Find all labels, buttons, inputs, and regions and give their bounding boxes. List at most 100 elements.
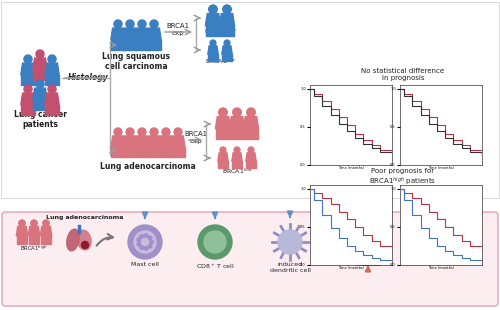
Polygon shape: [220, 26, 226, 36]
Circle shape: [138, 128, 146, 136]
Polygon shape: [222, 46, 232, 54]
Circle shape: [278, 230, 302, 254]
Circle shape: [150, 128, 158, 136]
Polygon shape: [244, 129, 250, 140]
Polygon shape: [224, 129, 230, 140]
Polygon shape: [206, 14, 220, 26]
X-axis label: Time (months): Time (months): [428, 166, 454, 170]
Circle shape: [137, 242, 140, 246]
Text: BRCA1
exp: BRCA1 exp: [166, 23, 190, 36]
Polygon shape: [40, 236, 46, 244]
Text: Lung adenocarcinoma: Lung adenocarcinoma: [100, 162, 196, 171]
Polygon shape: [118, 40, 125, 50]
Polygon shape: [214, 54, 218, 61]
Polygon shape: [154, 147, 160, 157]
Polygon shape: [40, 70, 47, 80]
Polygon shape: [33, 88, 47, 100]
X-axis label: Time (months): Time (months): [428, 266, 454, 270]
Polygon shape: [28, 105, 35, 115]
Polygon shape: [130, 147, 136, 157]
Circle shape: [140, 235, 143, 238]
Polygon shape: [21, 63, 35, 75]
Ellipse shape: [66, 229, 80, 251]
Polygon shape: [147, 28, 161, 40]
Text: Histology: Histology: [68, 73, 108, 82]
Polygon shape: [123, 40, 130, 50]
Circle shape: [126, 20, 134, 28]
Text: No statistical difference
in prognosis: No statistical difference in prognosis: [362, 68, 444, 81]
Polygon shape: [136, 147, 141, 157]
Circle shape: [218, 108, 228, 117]
Text: Lung cancer
patients: Lung cancer patients: [14, 110, 66, 129]
Polygon shape: [216, 129, 222, 140]
Polygon shape: [238, 161, 242, 168]
Polygon shape: [45, 75, 52, 85]
Polygon shape: [111, 28, 125, 40]
Circle shape: [208, 5, 218, 14]
Circle shape: [351, 225, 385, 259]
Polygon shape: [206, 26, 212, 36]
Circle shape: [48, 55, 56, 63]
Polygon shape: [135, 40, 141, 50]
Circle shape: [174, 128, 182, 136]
Polygon shape: [124, 147, 130, 157]
Polygon shape: [218, 161, 222, 168]
Circle shape: [114, 128, 122, 136]
Polygon shape: [28, 75, 35, 85]
Polygon shape: [33, 100, 40, 110]
FancyBboxPatch shape: [1, 2, 499, 198]
Circle shape: [148, 244, 152, 248]
Polygon shape: [160, 147, 166, 157]
X-axis label: Time (months): Time (months): [338, 166, 364, 170]
Circle shape: [210, 40, 216, 46]
Polygon shape: [28, 236, 34, 244]
Polygon shape: [159, 136, 173, 147]
Text: BRCA1$^{low}$: BRCA1$^{low}$: [222, 167, 252, 176]
Polygon shape: [222, 54, 226, 61]
Polygon shape: [218, 153, 228, 161]
Circle shape: [48, 85, 56, 93]
Circle shape: [246, 108, 256, 117]
Circle shape: [144, 234, 148, 237]
Polygon shape: [21, 93, 35, 105]
Circle shape: [198, 225, 232, 259]
Text: Lung adenocarcinoma: Lung adenocarcinoma: [46, 215, 124, 220]
Circle shape: [137, 238, 140, 241]
Polygon shape: [40, 227, 52, 236]
Circle shape: [36, 80, 44, 88]
Text: Poor prognosis for
BRCA1$^{high}$ patients: Poor prognosis for BRCA1$^{high}$ patien…: [370, 168, 436, 188]
Polygon shape: [148, 147, 154, 157]
Circle shape: [148, 236, 152, 240]
Polygon shape: [238, 129, 244, 140]
Polygon shape: [111, 136, 125, 147]
Polygon shape: [246, 161, 250, 168]
Text: BRCA1
exp: BRCA1 exp: [184, 131, 208, 144]
Polygon shape: [16, 227, 28, 236]
Circle shape: [140, 246, 143, 250]
Polygon shape: [216, 117, 230, 129]
Polygon shape: [123, 28, 137, 40]
Polygon shape: [46, 236, 52, 244]
X-axis label: Time (months): Time (months): [338, 266, 364, 270]
Text: Th2 cell: Th2 cell: [356, 262, 380, 267]
Polygon shape: [40, 100, 47, 110]
Polygon shape: [232, 161, 236, 168]
Polygon shape: [244, 117, 258, 129]
Polygon shape: [154, 40, 161, 50]
Polygon shape: [166, 147, 172, 157]
Polygon shape: [142, 40, 149, 50]
Text: BRCA1$^{low}$: BRCA1$^{low}$: [204, 57, 236, 66]
Text: BRCA1$^{high}$: BRCA1$^{high}$: [20, 244, 48, 253]
Circle shape: [162, 128, 170, 136]
Text: Lung squamous
cell carcinoma: Lung squamous cell carcinoma: [102, 52, 170, 71]
Circle shape: [232, 108, 241, 117]
Circle shape: [128, 225, 162, 259]
Polygon shape: [45, 93, 59, 105]
Polygon shape: [252, 129, 258, 140]
Circle shape: [248, 147, 254, 153]
Polygon shape: [172, 147, 177, 157]
Polygon shape: [22, 236, 28, 244]
Circle shape: [234, 147, 240, 153]
Polygon shape: [28, 227, 40, 236]
Circle shape: [114, 20, 122, 28]
